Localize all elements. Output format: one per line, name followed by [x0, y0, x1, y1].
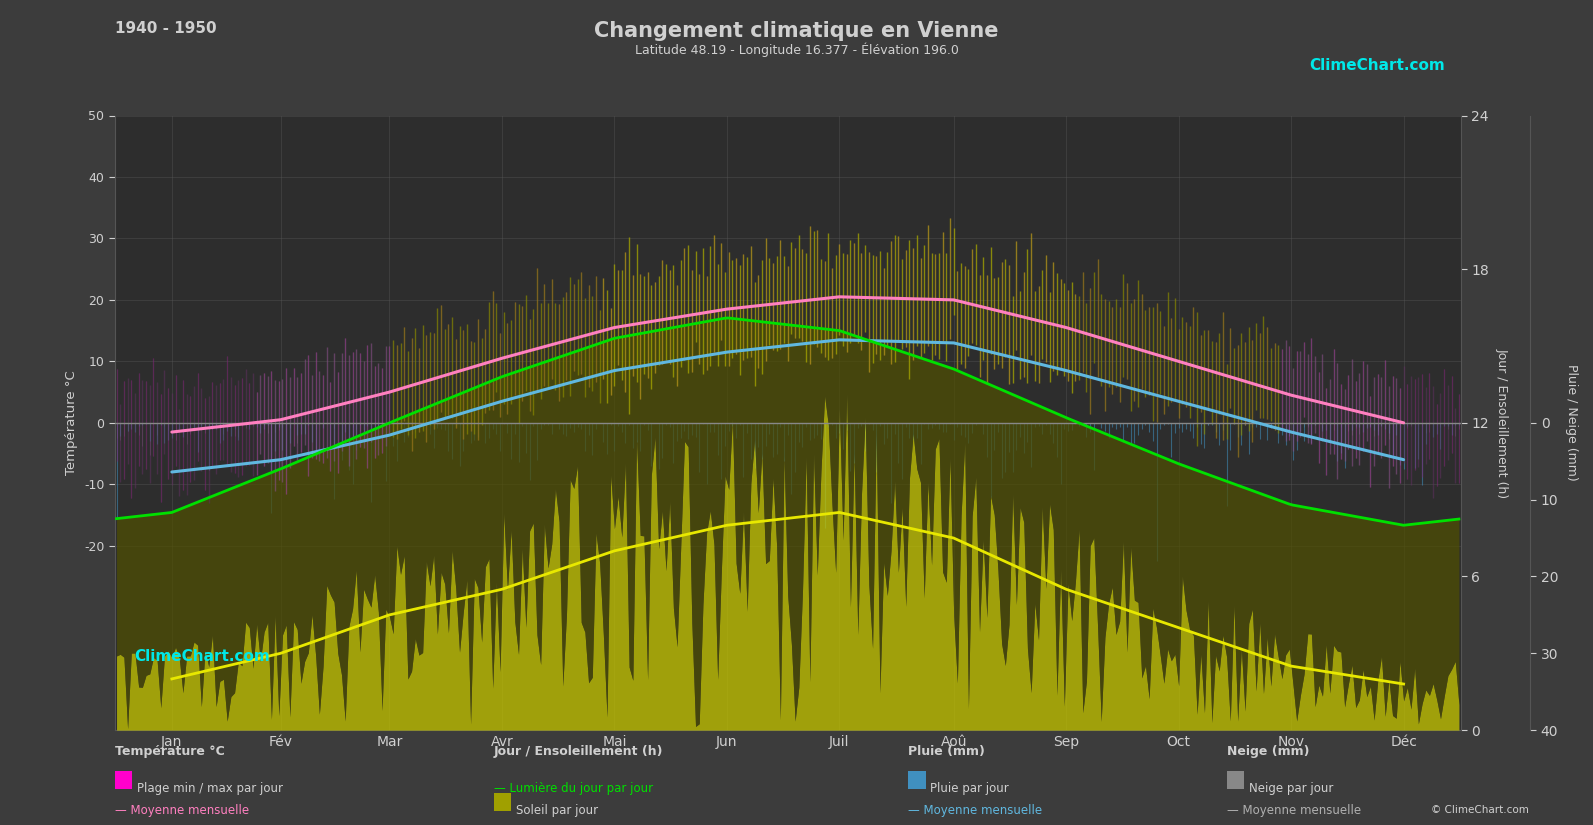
- Text: Neige par jour: Neige par jour: [1249, 782, 1333, 795]
- Text: © ClimeChart.com: © ClimeChart.com: [1432, 805, 1529, 815]
- Text: ClimeChart.com: ClimeChart.com: [134, 649, 269, 664]
- Text: Neige (mm): Neige (mm): [1227, 745, 1309, 758]
- Text: Température °C: Température °C: [115, 745, 225, 758]
- Text: Soleil par jour: Soleil par jour: [516, 804, 599, 818]
- Text: Pluie par jour: Pluie par jour: [930, 782, 1008, 795]
- Text: — Moyenne mensuelle: — Moyenne mensuelle: [1227, 804, 1360, 818]
- Text: Pluie (mm): Pluie (mm): [908, 745, 984, 758]
- Text: 1940 - 1950: 1940 - 1950: [115, 21, 217, 35]
- Y-axis label: Température °C: Température °C: [65, 370, 78, 475]
- Text: Changement climatique en Vienne: Changement climatique en Vienne: [594, 21, 999, 40]
- Text: ClimeChart.com: ClimeChart.com: [1309, 58, 1445, 73]
- Y-axis label: Pluie / Neige (mm): Pluie / Neige (mm): [1564, 365, 1577, 481]
- Text: Plage min / max par jour: Plage min / max par jour: [137, 782, 284, 795]
- Text: — Moyenne mensuelle: — Moyenne mensuelle: [908, 804, 1042, 818]
- Text: — Moyenne mensuelle: — Moyenne mensuelle: [115, 804, 249, 818]
- Y-axis label: Jour / Ensoleillement (h): Jour / Ensoleillement (h): [1496, 348, 1509, 497]
- Text: — Lumière du jour par jour: — Lumière du jour par jour: [494, 782, 653, 795]
- Text: Latitude 48.19 - Longitude 16.377 - Élévation 196.0: Latitude 48.19 - Longitude 16.377 - Élév…: [634, 43, 959, 58]
- Text: Jour / Ensoleillement (h): Jour / Ensoleillement (h): [494, 745, 663, 758]
